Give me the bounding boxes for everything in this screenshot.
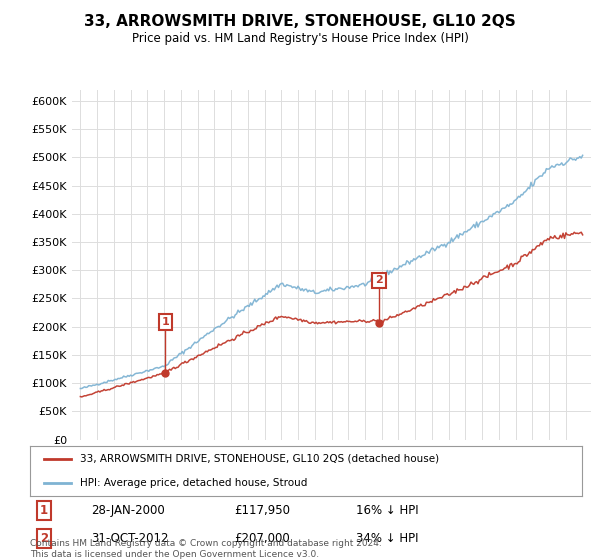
Text: 1: 1 bbox=[40, 504, 48, 517]
Text: 2: 2 bbox=[40, 532, 48, 545]
Text: 33, ARROWSMITH DRIVE, STONEHOUSE, GL10 2QS (detached house): 33, ARROWSMITH DRIVE, STONEHOUSE, GL10 2… bbox=[80, 454, 439, 464]
Text: Contains HM Land Registry data © Crown copyright and database right 2024.
This d: Contains HM Land Registry data © Crown c… bbox=[30, 539, 382, 559]
Text: 34% ↓ HPI: 34% ↓ HPI bbox=[356, 532, 418, 545]
Text: 2: 2 bbox=[375, 276, 383, 286]
Text: HPI: Average price, detached house, Stroud: HPI: Average price, detached house, Stro… bbox=[80, 478, 307, 488]
Text: £117,950: £117,950 bbox=[234, 504, 290, 517]
Text: 16% ↓ HPI: 16% ↓ HPI bbox=[356, 504, 418, 517]
Text: Price paid vs. HM Land Registry's House Price Index (HPI): Price paid vs. HM Land Registry's House … bbox=[131, 32, 469, 45]
Text: 33, ARROWSMITH DRIVE, STONEHOUSE, GL10 2QS: 33, ARROWSMITH DRIVE, STONEHOUSE, GL10 2… bbox=[84, 14, 516, 29]
Text: 1: 1 bbox=[161, 317, 169, 327]
Text: £207,000: £207,000 bbox=[234, 532, 290, 545]
Text: 31-OCT-2012: 31-OCT-2012 bbox=[91, 532, 168, 545]
Text: 28-JAN-2000: 28-JAN-2000 bbox=[91, 504, 164, 517]
